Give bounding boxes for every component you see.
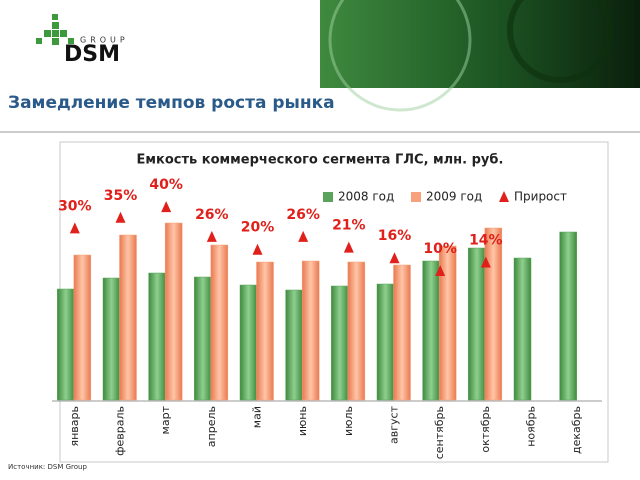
- x-tick-label: октябрь: [479, 406, 492, 453]
- logo: DSM: [64, 42, 120, 67]
- bar: [239, 284, 258, 401]
- growth-marker: [69, 222, 80, 234]
- bar: [256, 261, 274, 401]
- growth-label: 30%: [58, 198, 92, 214]
- bar: [513, 257, 532, 401]
- logo-top: GROUP: [80, 36, 129, 45]
- growth-label: 10%: [423, 241, 457, 257]
- bar: [148, 272, 166, 401]
- bar: [119, 234, 137, 401]
- growth-label: 26%: [195, 207, 229, 223]
- growth-marker: [343, 241, 354, 253]
- x-tick-label: февраль: [114, 406, 127, 456]
- chart-title: Емкость коммерческого сегмента ГЛС, млн.…: [137, 153, 504, 168]
- legend-label: Прирост: [514, 190, 567, 204]
- bar: [559, 231, 577, 401]
- growth-marker: [161, 201, 172, 213]
- source: Источник: DSM Group: [8, 463, 87, 471]
- growth-marker: [435, 265, 446, 276]
- bar: [422, 260, 440, 401]
- bar: [73, 254, 92, 401]
- x-tick-label: декабрь: [570, 406, 583, 454]
- x-tick-label: апрель: [205, 406, 218, 447]
- growth-label: 16%: [378, 228, 412, 244]
- bar: [194, 276, 212, 401]
- growth-label: 40%: [149, 177, 183, 193]
- legend-swatch: [411, 192, 421, 202]
- clock: [507, 0, 613, 83]
- x-tick-label: март: [159, 405, 172, 434]
- bar: [164, 222, 183, 401]
- x-tick-label: ноябрь: [525, 406, 538, 447]
- x-tick-label: май: [251, 406, 264, 428]
- legend-label: 2009 год: [426, 190, 482, 204]
- growth-marker: [252, 243, 263, 255]
- slide-title: Замедление темпов роста рынка: [8, 93, 335, 113]
- x-tick-label: январь: [68, 406, 81, 447]
- growth-marker: [389, 252, 400, 264]
- growth-label: 20%: [241, 220, 275, 236]
- x-tick-label: июнь: [296, 406, 309, 436]
- growth-marker: [115, 211, 126, 223]
- legend-swatch: [323, 192, 333, 202]
- bar: [484, 227, 503, 401]
- growth-marker: [480, 256, 491, 268]
- bar: [285, 289, 303, 401]
- bar: [102, 277, 121, 401]
- bar: [331, 285, 349, 401]
- clock: [328, 0, 472, 112]
- growth-marker: [298, 230, 309, 242]
- bar: [376, 283, 395, 401]
- bar: [301, 260, 320, 401]
- bar: [438, 245, 457, 401]
- bar: [210, 244, 229, 401]
- logo-crosses: [36, 14, 74, 45]
- growth-marker: [206, 230, 217, 242]
- x-tick-label: сентябрь: [433, 406, 446, 459]
- x-tick-label: август: [388, 405, 401, 444]
- bar: [347, 261, 366, 401]
- bar: [468, 247, 486, 401]
- bar: [393, 264, 411, 401]
- growth-label: 35%: [104, 188, 138, 204]
- growth-label: 21%: [332, 218, 366, 234]
- x-tick-label: июль: [342, 406, 355, 436]
- growth-label: 26%: [286, 207, 320, 223]
- bar: [57, 288, 75, 401]
- legend-swatch: [499, 191, 509, 202]
- growth-label: 14%: [469, 232, 503, 248]
- legend-label: 2008 год: [338, 190, 394, 204]
- header-image: [320, 0, 640, 88]
